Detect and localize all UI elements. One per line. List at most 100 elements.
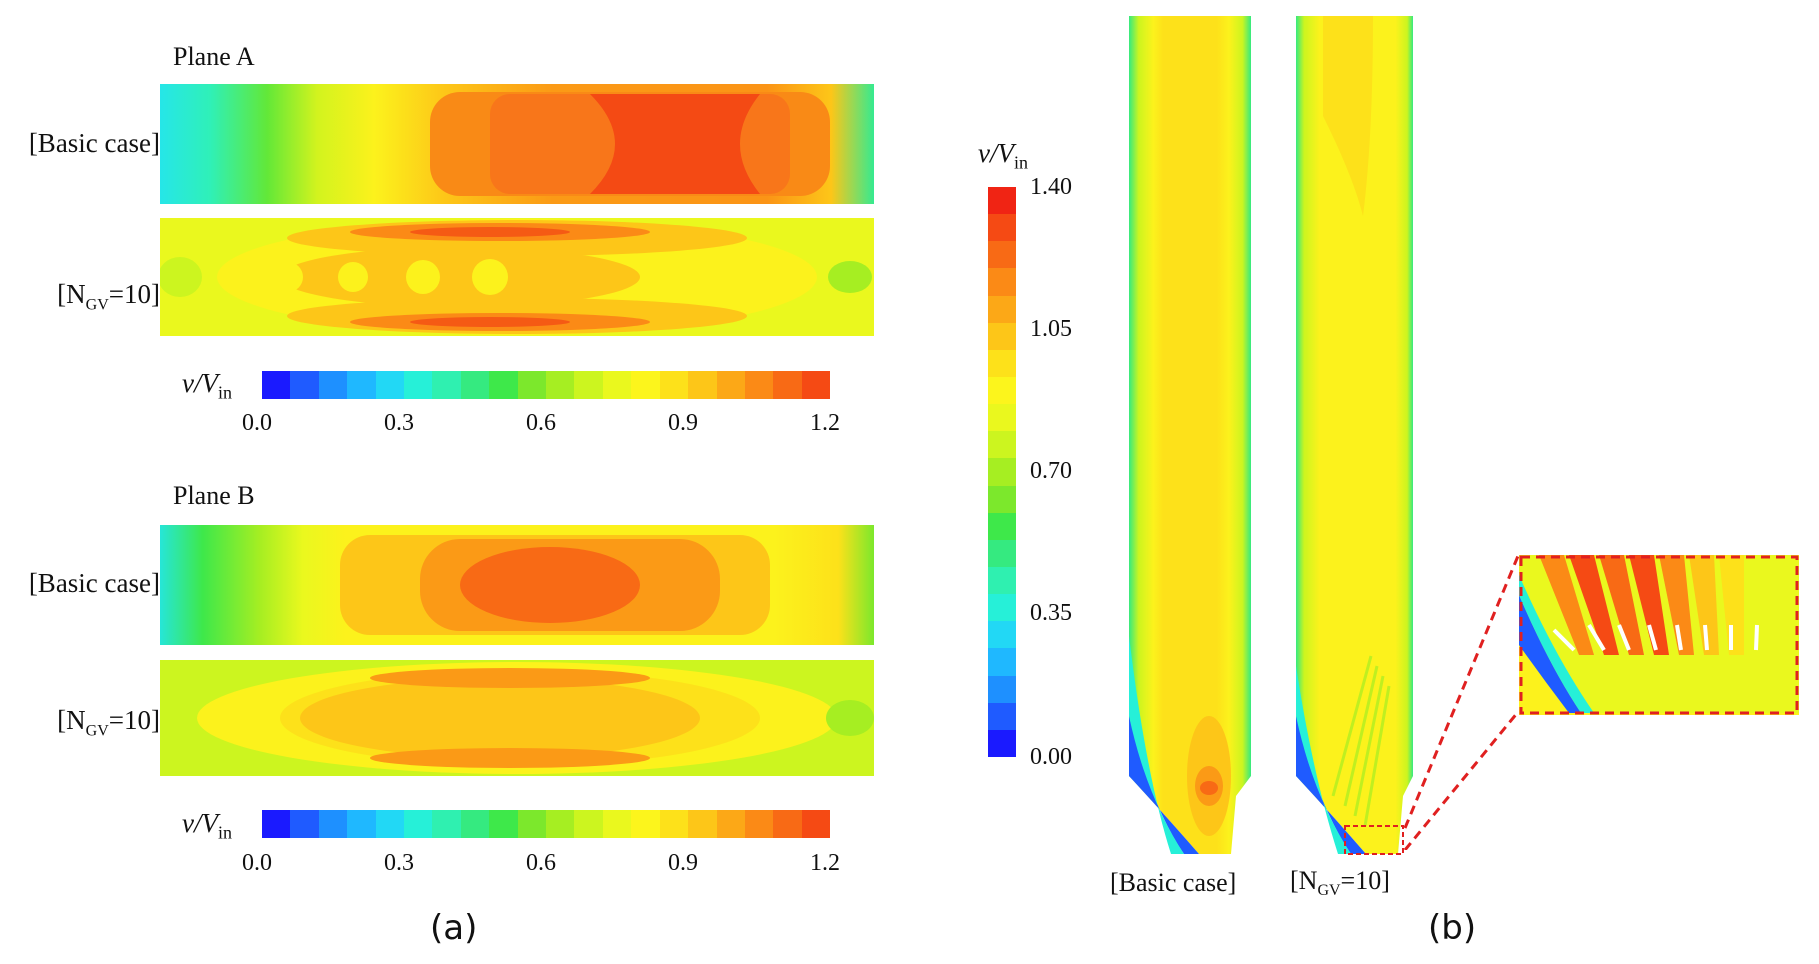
- colorbar-swatch: [602, 371, 632, 399]
- colorbar-swatch: [631, 810, 660, 838]
- colorbar-swatch: [988, 431, 1016, 459]
- cb-a2-label-main: v/V: [182, 808, 218, 838]
- colorbar-swatch: [432, 810, 461, 838]
- colorbar-swatch: [546, 371, 575, 399]
- colorbar-swatch: [988, 621, 1016, 649]
- colorbar-swatch: [688, 371, 717, 399]
- colorbar-swatch: [262, 810, 291, 838]
- colorbar-swatch: [988, 376, 1016, 405]
- colorbar-swatch: [988, 594, 1016, 622]
- cb-a2-bar: [262, 810, 831, 838]
- colorbar-swatch: [801, 810, 831, 838]
- colorbar-swatch: [460, 810, 490, 838]
- cb-a1-tick-1: 0.3: [384, 410, 414, 436]
- cb-b-label-main: v/V: [978, 138, 1014, 168]
- colorbar-swatch: [773, 810, 802, 838]
- column-basic-contour: [1129, 16, 1251, 854]
- colorbar-swatch: [602, 810, 632, 838]
- plane-b-basic-label: [Basic case]: [28, 568, 160, 598]
- ngv-suffix: =10]: [1340, 866, 1390, 895]
- cb-a2-tick-4: 1.2: [810, 850, 840, 876]
- plane-a-title: Plane A: [173, 42, 255, 71]
- zoom-inset-contour: [1519, 555, 1799, 715]
- ngv-sub: GV: [85, 296, 109, 314]
- plane-b-title: Plane B: [173, 481, 255, 510]
- column-ngv-contour: [1296, 16, 1413, 855]
- plane-a-basic-contour: [160, 84, 874, 204]
- colorbar-swatch: [988, 214, 1016, 242]
- colorbar-swatch: [574, 810, 603, 838]
- colorbar-swatch: [988, 295, 1016, 323]
- colorbar-swatch: [659, 371, 689, 399]
- cb-a2-tick-2: 0.6: [526, 850, 556, 876]
- colorbar-swatch: [347, 371, 376, 399]
- colorbar-swatch: [988, 485, 1016, 513]
- zoom-marker-box: [1344, 825, 1404, 855]
- colorbar-swatch: [988, 322, 1016, 350]
- cb-a1-tick-0: 0.0: [242, 410, 272, 436]
- ngv-prefix: [N: [1290, 866, 1318, 895]
- plane-b-ngv-contour: [160, 660, 874, 776]
- zoom-connector-lines: [1403, 555, 1520, 850]
- plane-a-ngv-contour: [160, 218, 874, 336]
- colorbar-swatch: [988, 648, 1016, 676]
- colorbar-swatch: [375, 810, 405, 838]
- colorbar-swatch: [404, 371, 433, 399]
- colorbar-swatch: [801, 371, 831, 399]
- ngv-prefix: [N: [57, 279, 86, 309]
- colorbar-swatch: [432, 371, 461, 399]
- plane-b-ngv-label: [NGV=10]: [0, 705, 160, 740]
- ngv-sub: GV: [1317, 882, 1341, 900]
- cb-a1-tick-4: 1.2: [810, 410, 840, 436]
- cb-b-tick-1: 1.05: [1030, 316, 1072, 342]
- cb-b-tick-2: 0.70: [1030, 458, 1072, 484]
- ngv-prefix: [N: [57, 705, 86, 735]
- cb-a1-label: v/Vin: [182, 368, 232, 403]
- cb-b-bar: [988, 187, 1016, 757]
- cb-a2-tick-1: 0.3: [384, 850, 414, 876]
- colorbar-swatch: [988, 187, 1016, 215]
- plane-a-ngv-label: [NGV=10]: [0, 279, 160, 314]
- colorbar-swatch: [574, 371, 603, 399]
- colorbar-swatch: [460, 371, 490, 399]
- cb-a1-bar: [262, 371, 831, 399]
- plane-b-basic-contour: [160, 525, 874, 645]
- ngv-suffix: =10]: [108, 705, 160, 735]
- plane-a-basic-label: [Basic case]: [28, 128, 160, 158]
- colorbar-swatch: [290, 810, 319, 838]
- colorbar-swatch: [988, 566, 1016, 595]
- colorbar-swatch: [489, 810, 518, 838]
- colorbar-swatch: [716, 371, 745, 399]
- colorbar-swatch: [988, 539, 1016, 567]
- cb-b-tick-3: 0.35: [1030, 600, 1072, 626]
- cb-b-label: v/Vin: [978, 138, 1028, 173]
- colorbar-swatch: [988, 404, 1016, 432]
- colorbar-swatch: [744, 371, 774, 399]
- ngv-sub: GV: [85, 722, 109, 740]
- colorbar-swatch: [262, 371, 291, 399]
- cb-a1-tick-3: 0.9: [668, 410, 698, 436]
- colorbar-swatch: [773, 371, 802, 399]
- cb-b-label-sub: in: [1013, 152, 1028, 173]
- cb-a2-label-sub: in: [217, 822, 232, 843]
- cb-a1-tick-2: 0.6: [526, 410, 556, 436]
- cb-a2-tick-3: 0.9: [668, 850, 698, 876]
- panel-a-letter: (a): [430, 908, 478, 948]
- colorbar-swatch: [988, 702, 1016, 730]
- colorbar-swatch: [318, 371, 348, 399]
- panel-b-letter: (b): [1428, 908, 1477, 948]
- guide-vane-wakes: [1539, 555, 1744, 655]
- cb-a1-label-main: v/V: [182, 368, 218, 398]
- cb-a1-label-sub: in: [217, 382, 232, 403]
- colorbar-swatch: [489, 371, 518, 399]
- colorbar-swatch: [631, 371, 660, 399]
- colorbar-swatch: [744, 810, 774, 838]
- cb-b-tick-4: 0.00: [1030, 744, 1072, 770]
- colorbar-swatch: [988, 349, 1016, 377]
- colorbar-swatch: [517, 810, 547, 838]
- colorbar-swatch: [404, 810, 433, 838]
- colorbar-swatch: [347, 810, 376, 838]
- colorbar-swatch: [988, 675, 1016, 703]
- colorbar-swatch: [546, 810, 575, 838]
- colorbar-swatch: [659, 810, 689, 838]
